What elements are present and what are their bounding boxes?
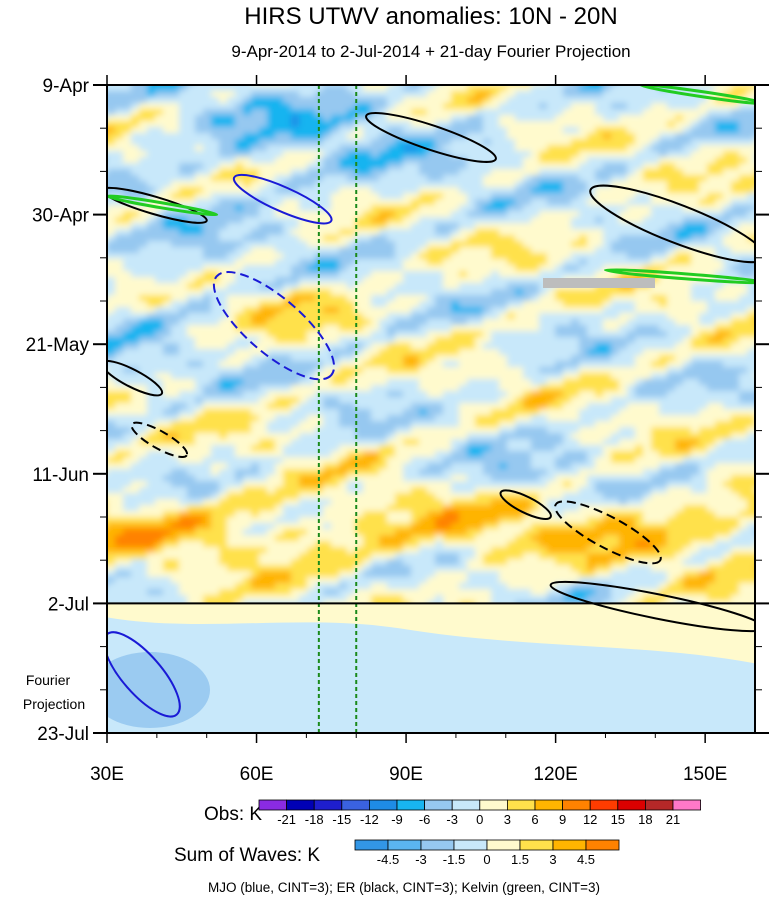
y-tick-label-4: 2-Jul [48, 594, 89, 615]
obs-colorbar-swatch-1 [286, 799, 315, 811]
y-tick-label-0: 9-Apr [43, 76, 90, 97]
obs-colorbar-level-4: -9 [391, 812, 403, 827]
obs-colorbar-level-1: -18 [305, 812, 324, 827]
waves-colorbar-swatch-4 [486, 839, 521, 851]
waves-colorbar-swatch-7 [585, 839, 620, 851]
missing-data-bar [543, 278, 655, 288]
y-tick-label-3: 11-Jun [32, 465, 89, 486]
obs-colorbar-level-0: -21 [277, 812, 296, 827]
mjo-contour-0 [232, 173, 333, 225]
waves-colorbar-level-4: 1.5 [511, 852, 529, 867]
waves-colorbar-level-5: 3 [549, 852, 556, 867]
waves-colorbar-label: Sum of Waves: K [174, 845, 320, 866]
x-tick-label-3: 120E [533, 764, 577, 785]
obs-colorbar-swatch-15 [672, 799, 702, 811]
obs-colorbar-swatch-12 [589, 799, 619, 811]
obs-colorbar-swatch-8 [479, 799, 508, 811]
projection-label-line2: Projection [23, 696, 85, 712]
obs-colorbar-swatch-14 [645, 799, 674, 811]
waves-colorbar-swatch-1 [387, 839, 422, 851]
obs-colorbar-swatch-6 [424, 799, 453, 811]
obs-colorbar-level-10: 9 [559, 812, 566, 827]
obs-colorbar-level-7: 0 [476, 812, 483, 827]
obs-colorbar-level-3: -12 [360, 812, 379, 827]
obs-colorbar-level-9: 6 [531, 812, 538, 827]
x-tick-label-2: 90E [389, 764, 423, 785]
y-axis: 9-Apr 30-Apr 21-May 11-Jun 2-Jul 23-Jul [26, 76, 769, 745]
obs-colorbar-level-6: -3 [446, 812, 458, 827]
x-tick-label-0: 30E [90, 764, 124, 785]
obs-colorbar-swatch-3 [341, 799, 370, 811]
obs-colorbar: -21 -18 -15 -12 -9 -6 -3 0 3 6 9 12 15 18 21 [258, 799, 702, 827]
y-tick-label-5: 23-Jul [37, 724, 89, 745]
x-tick-label-4: 150E [683, 764, 727, 785]
er-contour-7 [130, 421, 189, 459]
obs-colorbar-label: Obs: K [204, 804, 262, 825]
waves-colorbar-level-2: -1.5 [443, 852, 465, 867]
obs-colorbar-swatch-13 [617, 799, 646, 811]
waves-colorbar-level-1: -3 [415, 852, 427, 867]
obs-colorbar-level-8: 3 [504, 812, 511, 827]
er-contour-3 [365, 111, 497, 163]
projection-field [107, 603, 755, 733]
mjo-contour-2 [107, 631, 181, 718]
plot-frame [106, 84, 756, 734]
obs-colorbar-level-2: -15 [332, 812, 351, 827]
observed-anomaly-field [107, 85, 755, 608]
waves-colorbar-level-0: -4.5 [377, 852, 399, 867]
wave-contours [107, 85, 755, 718]
kelvin-contour-12 [107, 194, 219, 217]
projection-positive-band [107, 603, 755, 664]
mjo-contour-1 [212, 271, 336, 381]
obs-colorbar-swatch-11 [562, 799, 591, 811]
chart-subtitle: 9-Apr-2014 to 2-Jul-2014 + 21-day Fourie… [231, 42, 630, 61]
waves-colorbar-level-3: 0 [483, 852, 490, 867]
obs-colorbar-swatch-4 [368, 799, 398, 811]
obs-colorbar-swatch-0 [258, 799, 288, 811]
obs-colorbar-swatch-10 [534, 799, 564, 811]
projection-negative-patch [107, 652, 210, 728]
er-contour-4 [107, 186, 208, 224]
kelvin-contour-13 [603, 268, 755, 285]
obs-colorbar-swatch-2 [313, 799, 343, 811]
wave-legend-note: MJO (blue, CINT=3); ER (black, CINT=3); … [208, 880, 600, 895]
projection-label-line1: Fourier [26, 672, 71, 688]
obs-colorbar-level-11: 12 [583, 812, 597, 827]
waves-colorbar: -4.5 -3 -1.5 0 1.5 3 4.5 [354, 839, 620, 867]
obs-colorbar-swatch-9 [506, 799, 536, 811]
obs-colorbar-swatch-7 [451, 799, 481, 811]
obs-colorbar-level-13: 18 [638, 812, 652, 827]
obs-colorbar-level-12: 15 [611, 812, 625, 827]
waves-colorbar-swatch-0 [354, 839, 389, 851]
waves-colorbar-level-6: 4.5 [577, 852, 595, 867]
reference-lines [317, 85, 358, 733]
y-tick-label-2: 21-May [26, 335, 90, 356]
waves-colorbar-swatch-5 [519, 839, 554, 851]
chart-title: HIRS UTWV anomalies: 10N - 20N [244, 3, 617, 30]
er-contour-8 [499, 489, 552, 520]
x-axis: 30E 60E 90E 120E 150E [90, 75, 727, 785]
obs-colorbar-level-5: -6 [419, 812, 431, 827]
er-contour-5 [589, 184, 755, 264]
waves-colorbar-swatch-2 [420, 839, 455, 851]
obs-colorbar-swatch-5 [396, 799, 426, 811]
y-tick-label-1: 30-Apr [32, 206, 90, 227]
obs-colorbar-level-14: 21 [666, 812, 680, 827]
waves-colorbar-swatch-3 [453, 839, 488, 851]
er-contour-10 [549, 580, 755, 633]
er-contour-9 [554, 500, 662, 565]
plot-area [107, 85, 755, 733]
er-contour-6 [107, 359, 164, 397]
waves-colorbar-swatch-6 [552, 839, 587, 851]
kelvin-contour-11 [638, 85, 755, 106]
x-tick-label-1: 60E [240, 764, 274, 785]
